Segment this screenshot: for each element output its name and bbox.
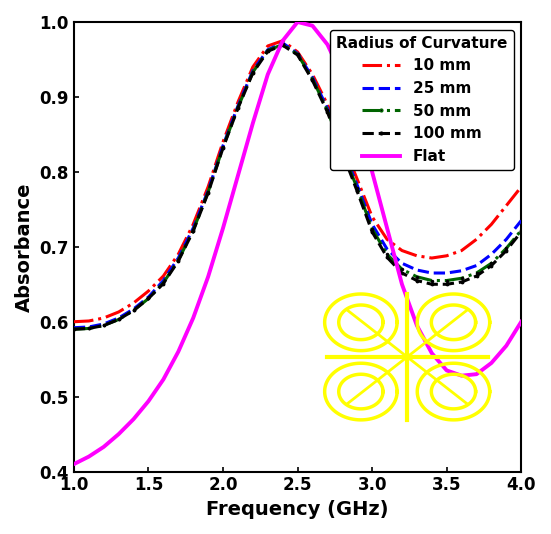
- Legend: 10 mm, 25 mm, 50 mm, 100 mm, Flat: 10 mm, 25 mm, 50 mm, 100 mm, Flat: [330, 30, 514, 170]
- X-axis label: Frequency (GHz): Frequency (GHz): [206, 500, 389, 519]
- Y-axis label: Absorbance: Absorbance: [15, 182, 34, 311]
